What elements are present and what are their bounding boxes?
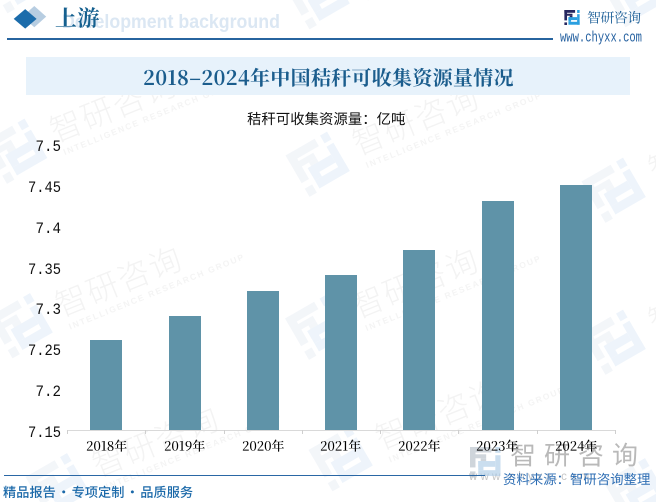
svg-text:7.2: 7.2 <box>36 383 62 397</box>
svg-text:7.5: 7.5 <box>36 138 62 152</box>
svg-text:INTELLIGENCE RESEARCH GROUP: INTELLIGENCE RESEARCH GROUP <box>67 251 246 331</box>
svg-text:7.4: 7.4 <box>36 220 62 234</box>
svg-text:7.45: 7.45 <box>28 179 61 193</box>
svg-text:7.15: 7.15 <box>28 424 61 438</box>
svg-text:INTELLIGENCE RESEARCH GROUP: INTELLIGENCE RESEARCH GROUP <box>364 0 543 2</box>
svg-text:7.35: 7.35 <box>28 261 61 275</box>
svg-text:7.3: 7.3 <box>36 301 62 315</box>
svg-text:www.chyxx.com: www.chyxx.com <box>560 30 642 46</box>
svg-text:INTELLIGENCE RESEARCH GROUP: INTELLIGENCE RESEARCH GROUP <box>364 253 543 333</box>
svg-text:INTELLIGENCE RESEARCH GROUP: INTELLIGENCE RESEARCH GROUP <box>364 90 543 170</box>
svg-text:7.25: 7.25 <box>28 342 61 356</box>
